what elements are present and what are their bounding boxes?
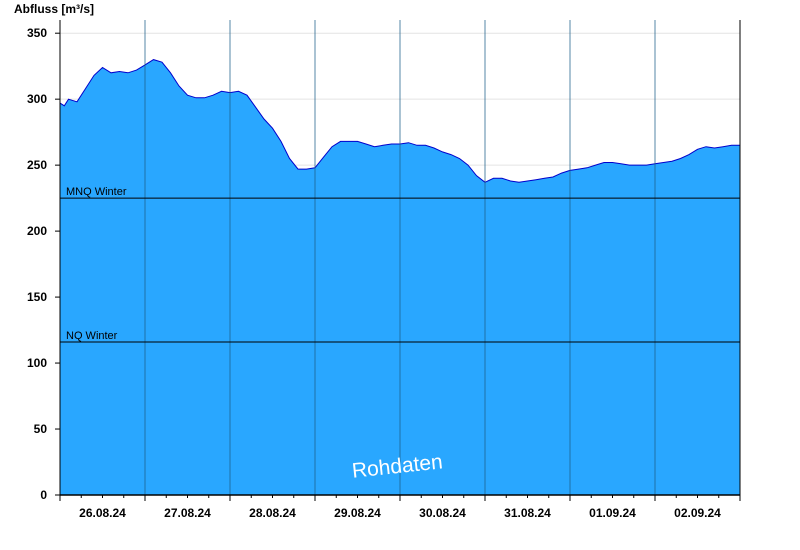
reference-line-label: MNQ Winter [66, 186, 127, 198]
y-tick-label: 100 [27, 356, 47, 370]
x-tick-label: 27.08.24 [164, 506, 211, 520]
y-tick-label: 300 [27, 92, 47, 106]
x-tick-label: 28.08.24 [249, 506, 296, 520]
y-tick-label: 250 [27, 158, 47, 172]
x-tick-label: 26.08.24 [79, 506, 126, 520]
reference-line-label: NQ Winter [66, 330, 118, 342]
axes: 0 50 100 150 200 250 300 350 26.08.24 27.08.24 28.… [27, 20, 741, 520]
discharge-line [59, 59, 740, 183]
y-tick-label: 150 [27, 290, 47, 304]
y-axis-title: Abfluss [m³/s] [14, 2, 94, 16]
x-tick-label: 02.09.24 [674, 506, 721, 520]
y-tick-label: 200 [27, 224, 47, 238]
x-tick-label: 01.09.24 [589, 506, 636, 520]
day-grid-lines [144, 20, 656, 495]
x-tick-label: 29.08.24 [334, 506, 381, 520]
y-tick-label: 350 [27, 26, 47, 40]
y-tick-label: 0 [40, 488, 47, 502]
x-tick-label: 31.08.24 [504, 506, 551, 520]
reference-lines: MNQ Winter NQ Winter [60, 186, 740, 343]
x-tick-label: 30.08.24 [419, 506, 466, 520]
y-tick-label: 50 [34, 422, 48, 436]
